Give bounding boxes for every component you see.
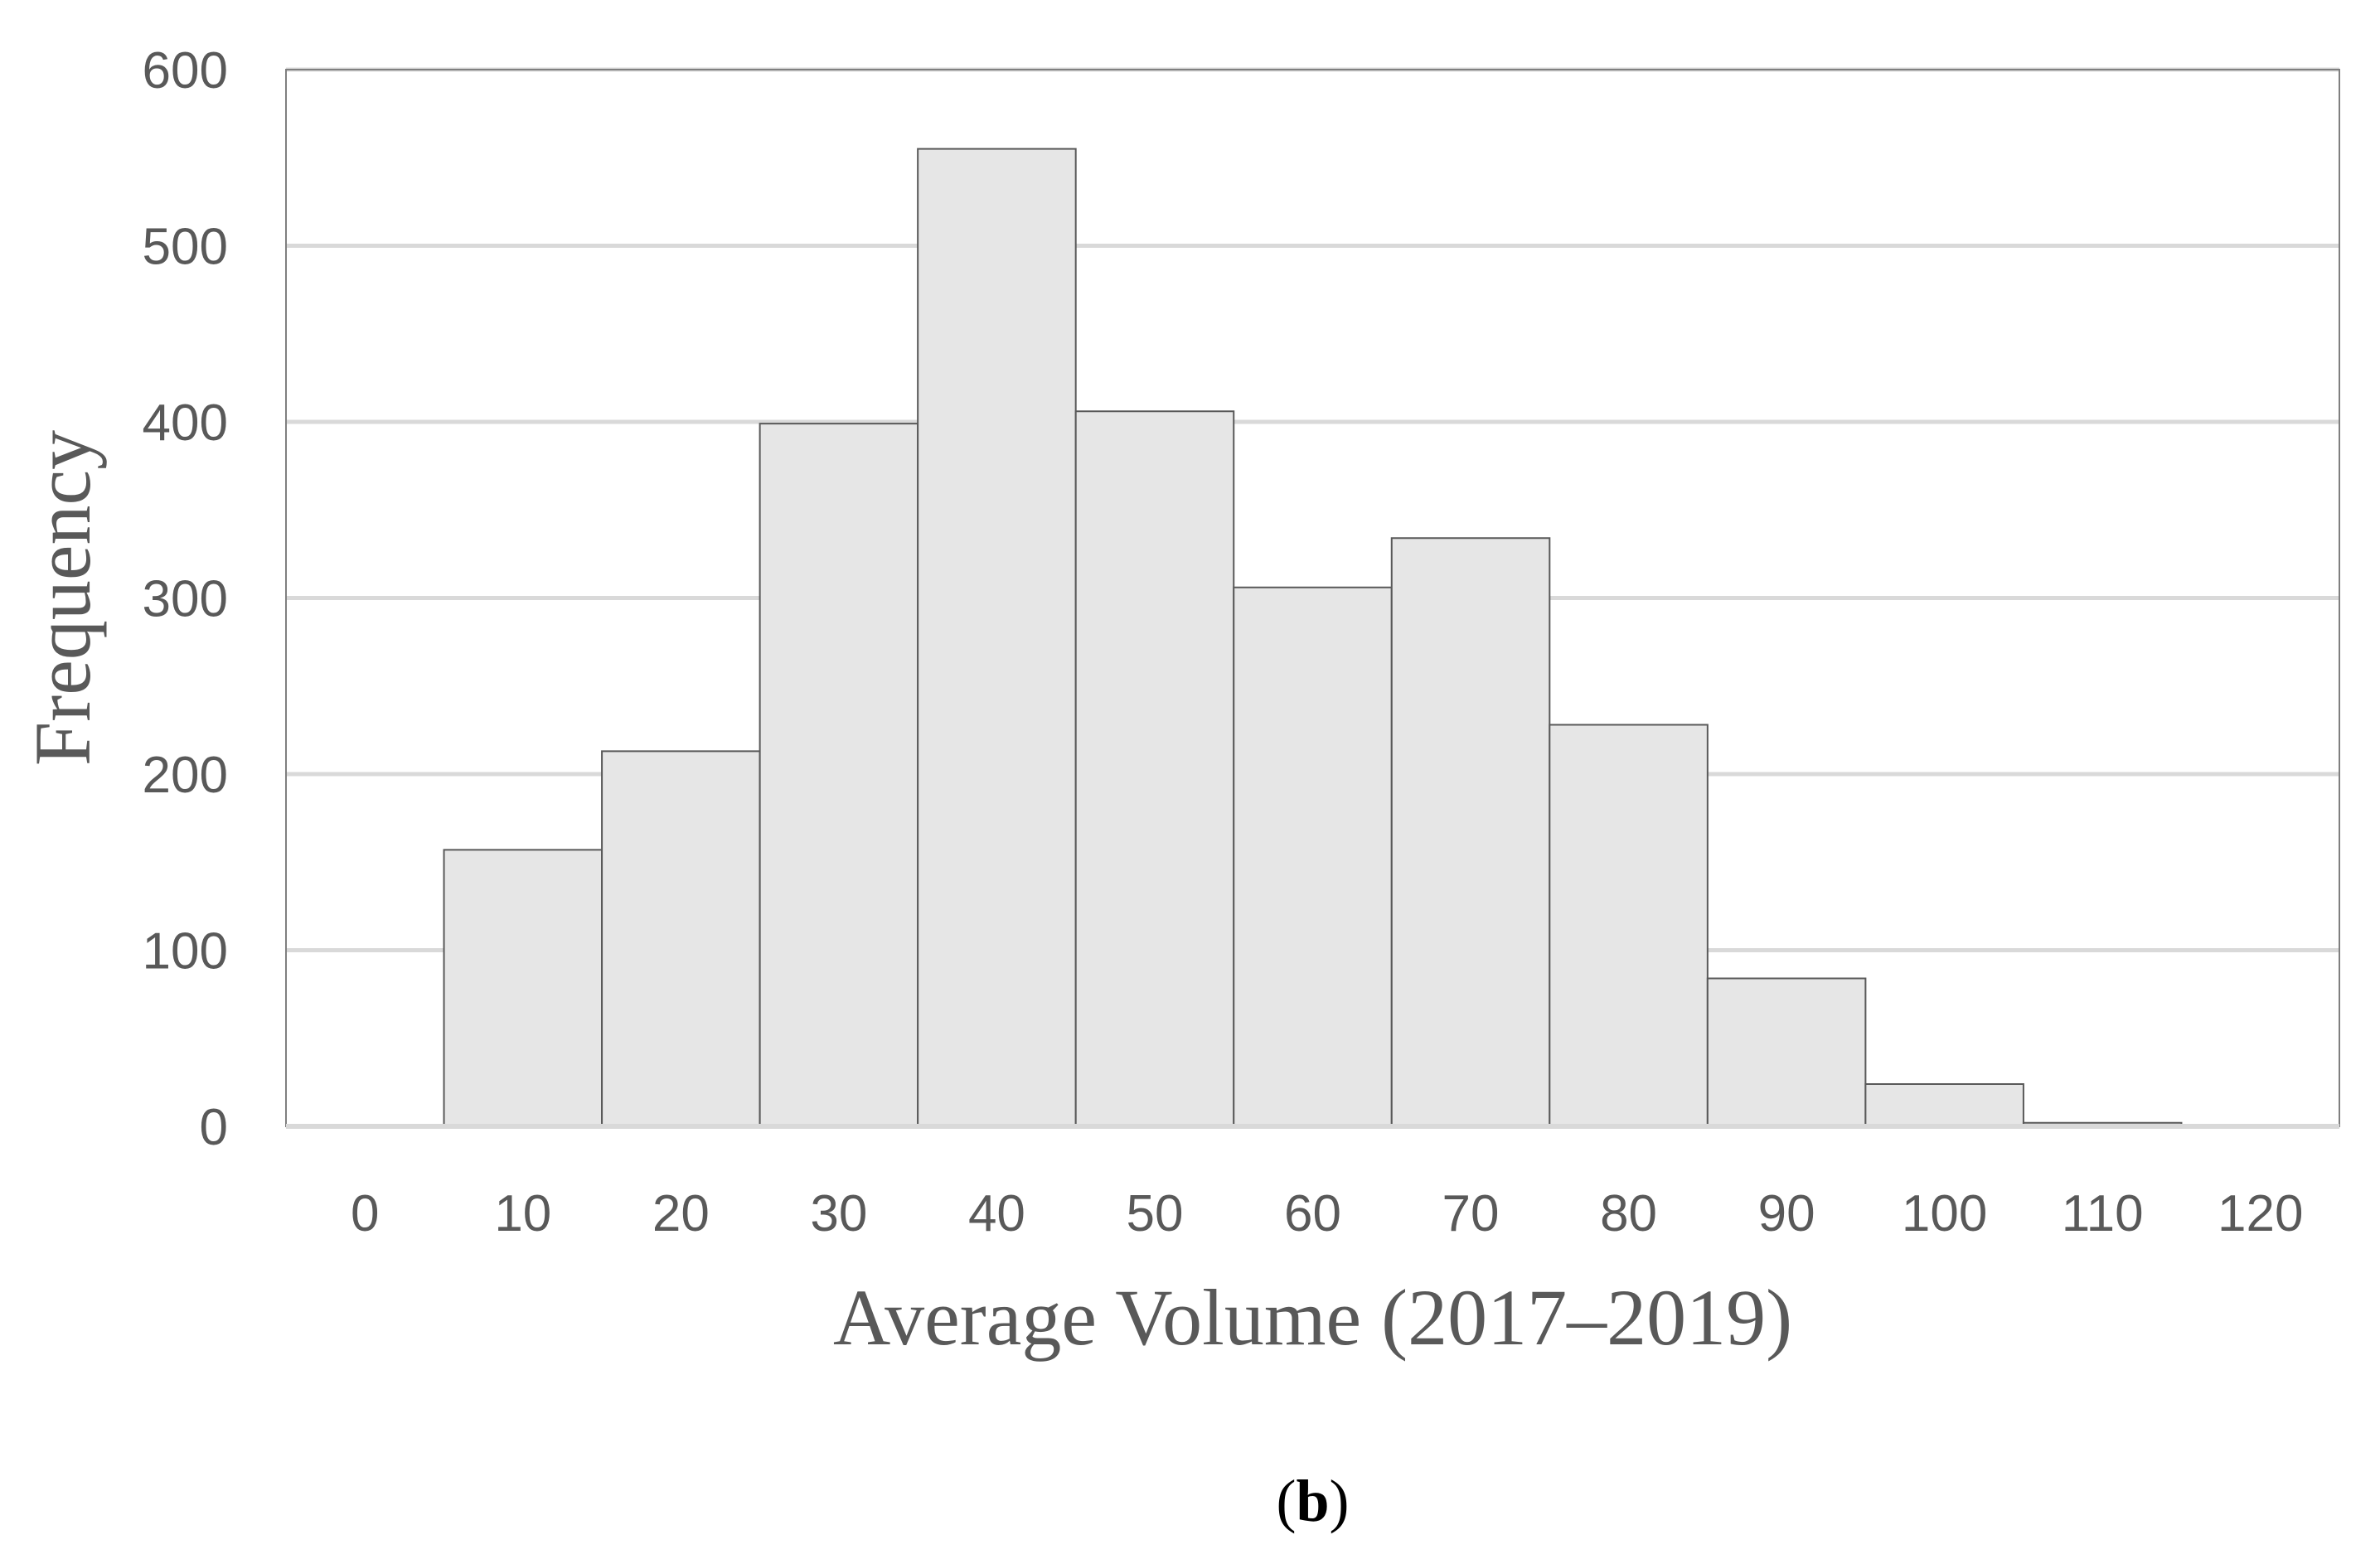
y-tick-labels: 0 100 200 300 400 500 600 (143, 42, 228, 1156)
x-tick-label: 80 (1600, 1185, 1657, 1242)
histogram-bar (1864, 1083, 2024, 1127)
x-tick-labels: 0 10 20 30 40 50 60 70 80 90 100 110 120 (351, 1185, 2303, 1242)
histogram-bar (1390, 537, 1551, 1127)
histogram-bar (1074, 410, 1235, 1127)
y-tick-label: 600 (143, 42, 228, 99)
histogram-bar (1549, 724, 1709, 1127)
y-axis-title: Frequency (18, 430, 107, 766)
x-tick-label: 0 (351, 1185, 379, 1242)
x-tick-label: 90 (1758, 1185, 1815, 1242)
x-tick-label: 20 (652, 1185, 710, 1242)
histogram-bar (759, 423, 919, 1127)
x-axis-title: Average Volume (2017–2019) (833, 1273, 1792, 1362)
bars (443, 148, 2183, 1127)
x-tick-label: 50 (1126, 1185, 1183, 1242)
x-tick-label: 110 (2062, 1185, 2144, 1242)
histogram-bar (1233, 586, 1393, 1127)
x-tick-label: 30 (810, 1185, 867, 1242)
y-tick-label: 100 (143, 923, 228, 980)
y-tick-label: 200 (143, 747, 228, 804)
x-tick-label: 40 (968, 1185, 1025, 1242)
histogram-bar (601, 750, 761, 1127)
x-tick-label: 70 (1442, 1185, 1500, 1242)
x-tick-label: 100 (1902, 1185, 1987, 1242)
panel-label: (b) (1276, 1468, 1349, 1534)
histogram-bar (917, 148, 1077, 1127)
y-tick-label: 0 (200, 1099, 228, 1156)
histogram-bar (443, 849, 603, 1127)
y-tick-label: 300 (143, 571, 228, 628)
y-tick-label: 500 (143, 219, 228, 276)
x-tick-label: 60 (1284, 1185, 1341, 1242)
histogram-bar (1706, 977, 1867, 1127)
x-tick-label: 10 (494, 1185, 551, 1242)
y-tick-label: 400 (143, 395, 228, 452)
x-tick-label: 120 (2218, 1185, 2303, 1242)
